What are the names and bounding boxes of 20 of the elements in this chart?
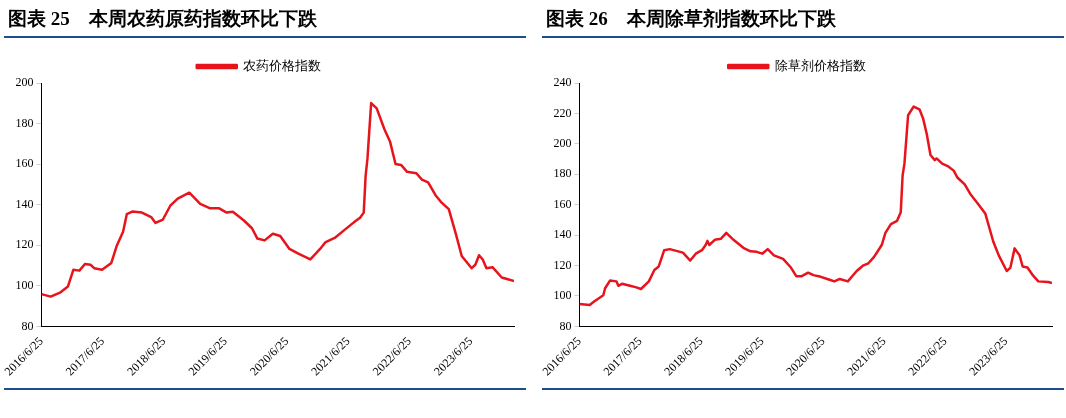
y-tick-label: 140 [15, 196, 34, 211]
y-tick-label: 80 [559, 318, 572, 333]
y-tick-label: 100 [553, 288, 572, 303]
y-tick-label: 160 [553, 196, 572, 211]
y-tick-label: 120 [553, 257, 572, 272]
y-tick-label: 220 [553, 105, 572, 120]
y-tick-label: 200 [15, 75, 34, 90]
y-tick-label: 240 [553, 75, 572, 90]
legend-label: 除草剂价格指数 [774, 57, 866, 73]
y-tick-label: 180 [15, 115, 34, 130]
y-tick-label: 100 [15, 277, 34, 292]
y-tick-label: 80 [21, 318, 34, 333]
y-tick-label: 200 [553, 136, 572, 151]
y-tick-label: 160 [15, 156, 34, 171]
legend-label: 农药价格指数 [243, 57, 322, 73]
chart-title: 图表 25 本周农药原药指数环比下跌 [4, 6, 526, 38]
y-tick-label: 180 [553, 166, 572, 181]
y-tick-label: 120 [15, 237, 34, 252]
chart-title: 图表 26 本周除草剂指数环比下跌 [542, 6, 1064, 38]
y-tick-label: 140 [553, 227, 572, 242]
